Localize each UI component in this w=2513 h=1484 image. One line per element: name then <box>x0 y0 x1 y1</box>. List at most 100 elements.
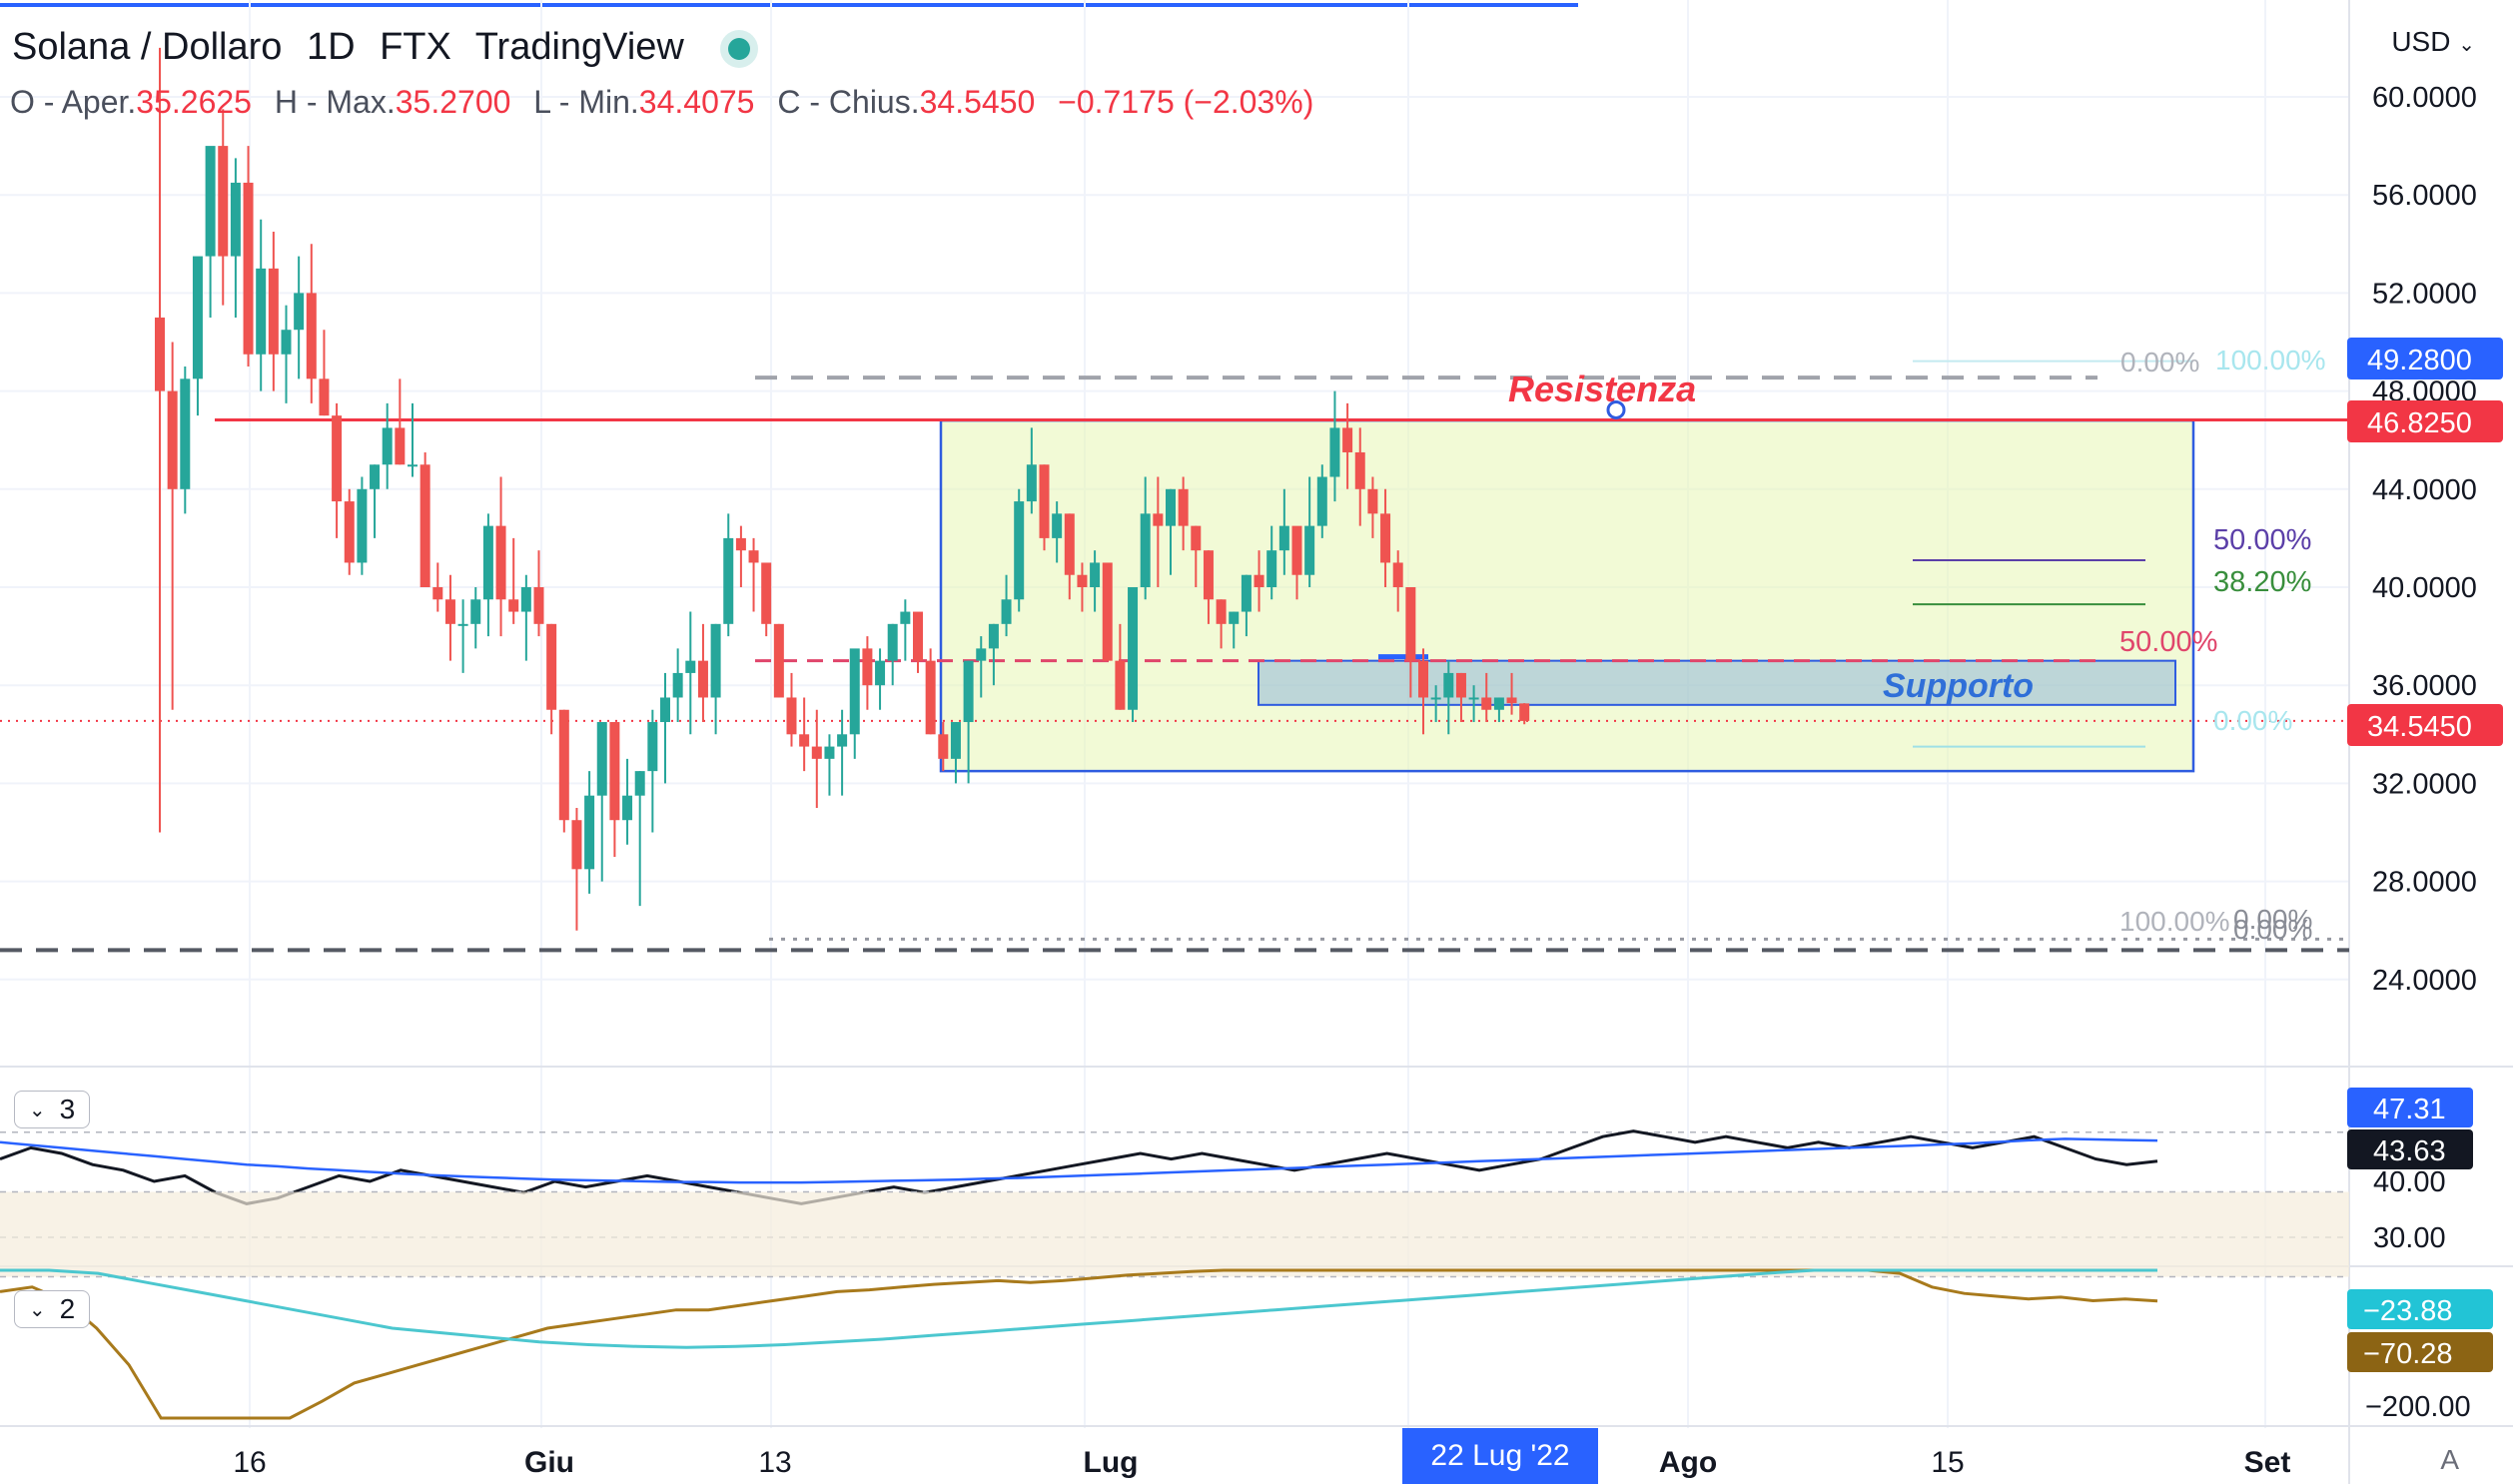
pane-label: 2 <box>59 1293 76 1324</box>
candle-body <box>1291 525 1302 575</box>
candle-body <box>470 599 481 624</box>
cci-value-tag-label: −70.28 <box>2363 1338 2453 1370</box>
rsi-pane-toggle[interactable]: ⌄ 3 <box>14 1091 90 1128</box>
candle-body <box>748 550 759 563</box>
candle-body <box>281 330 292 355</box>
time-axis-label: Lug <box>1083 1446 1139 1479</box>
price-axis-label: 60.0000 <box>2372 82 2477 114</box>
candle-body <box>584 795 595 870</box>
candle-body <box>1001 599 1012 624</box>
candle-body <box>735 537 746 551</box>
candle-body <box>887 623 898 661</box>
candle-body <box>1304 525 1315 575</box>
rsi-value-tag-label: 47.31 <box>2373 1094 2446 1125</box>
candle-body <box>710 623 721 698</box>
chevron-down-icon: ⌄ <box>2458 34 2475 56</box>
auto-scale-icon[interactable]: A <box>2440 1444 2459 1475</box>
candle-body <box>761 562 772 624</box>
fib-label: 0.00% <box>2120 347 2199 377</box>
candle-body <box>1216 599 1227 624</box>
candle-body <box>155 317 165 391</box>
candle-body <box>508 599 519 612</box>
cci-pane-toggle[interactable]: ⌄ 2 <box>14 1290 90 1328</box>
source-label: TradingView <box>474 26 684 68</box>
candle-body <box>1481 697 1492 710</box>
candle-body <box>672 672 683 698</box>
candle-body <box>192 256 203 379</box>
candle-body <box>950 722 961 759</box>
cci-series-line <box>0 1268 2158 1420</box>
candle-body <box>1266 550 1277 587</box>
candle-body <box>988 623 999 649</box>
candle-body <box>243 182 254 355</box>
candle-body <box>634 771 645 796</box>
candle-body <box>1128 587 1139 710</box>
candle-body <box>976 648 987 661</box>
price-tag-label: 49.2800 <box>2367 345 2472 376</box>
fib-label: 100.00% <box>2119 906 2230 937</box>
candle-body <box>294 293 305 331</box>
candle-body <box>268 268 279 355</box>
candle-body <box>1342 427 1353 452</box>
chart-header: Solana / Dollaro 1D FTX TradingView <box>12 26 764 69</box>
candle-body <box>1367 488 1378 514</box>
crosshair-date-tag: 22 Lug '22 <box>1402 1428 1598 1484</box>
candle-body <box>1077 574 1088 587</box>
rsi-series-line <box>0 1137 2158 1184</box>
fib-label: 0.00% <box>2233 914 2312 945</box>
rsi-axis-label: 30.00 <box>2373 1222 2446 1254</box>
price-axis-label: 28.0000 <box>2372 867 2477 899</box>
candle-body <box>1380 513 1391 563</box>
anchor-handle <box>1606 399 1626 419</box>
candle-body <box>382 427 393 465</box>
candle-body <box>1090 562 1101 587</box>
currency-selector[interactable]: USD ⌄ <box>2391 26 2475 58</box>
candle-body <box>432 587 443 600</box>
candle-body <box>306 293 317 379</box>
candle-body <box>1354 451 1365 489</box>
fib-label: 0.00% <box>2233 904 2312 935</box>
fib-label: 50.00% <box>2119 626 2217 658</box>
change-value: −0.7175 (−2.03%) <box>1058 84 1314 120</box>
candle-body <box>685 660 696 673</box>
low-value: 34.4075 <box>638 84 755 120</box>
price-axis-label: 52.0000 <box>2372 278 2477 310</box>
symbol-name[interactable]: Solana / Dollaro <box>12 26 283 68</box>
candle-body <box>622 795 633 821</box>
rsi-axis-label: 40.00 <box>2373 1166 2446 1198</box>
candle-body <box>1039 464 1050 538</box>
candle-body <box>546 623 557 710</box>
candle-body <box>849 648 860 735</box>
candle-body <box>723 537 734 624</box>
price-tag <box>2347 704 2503 746</box>
price-tag-label: 34.5450 <box>2367 711 2472 743</box>
rsi-value-tag <box>2347 1129 2473 1169</box>
open-label: O - Aper. <box>10 84 137 120</box>
candle-body <box>1166 488 1176 526</box>
interval-label[interactable]: 1D <box>306 26 356 68</box>
candle-body <box>1519 703 1530 721</box>
candle-body <box>1026 464 1037 502</box>
candle-body <box>1229 611 1240 624</box>
candle-body <box>1493 697 1504 710</box>
candle-body <box>1455 672 1466 698</box>
high-label: H - Max. <box>274 84 396 120</box>
candle-body <box>205 146 216 257</box>
candle-body <box>344 501 355 563</box>
candle-body <box>444 599 455 624</box>
candle-body <box>230 182 241 257</box>
cci-series-line <box>0 1268 2157 1349</box>
rsi-value-tag-label: 43.63 <box>2373 1135 2446 1167</box>
fib-label: 38.20% <box>2213 566 2311 598</box>
candle-body <box>1316 476 1327 526</box>
candle-body <box>596 722 607 796</box>
candle-body <box>773 623 784 698</box>
cci-axis-label: −200.00 <box>2365 1391 2471 1423</box>
candle-body <box>1153 513 1164 526</box>
candle-body <box>875 660 886 686</box>
support-zone <box>1257 659 2176 706</box>
candle-body <box>609 722 620 821</box>
candle-body <box>1064 513 1075 575</box>
time-axis-label: 16 <box>233 1446 267 1479</box>
